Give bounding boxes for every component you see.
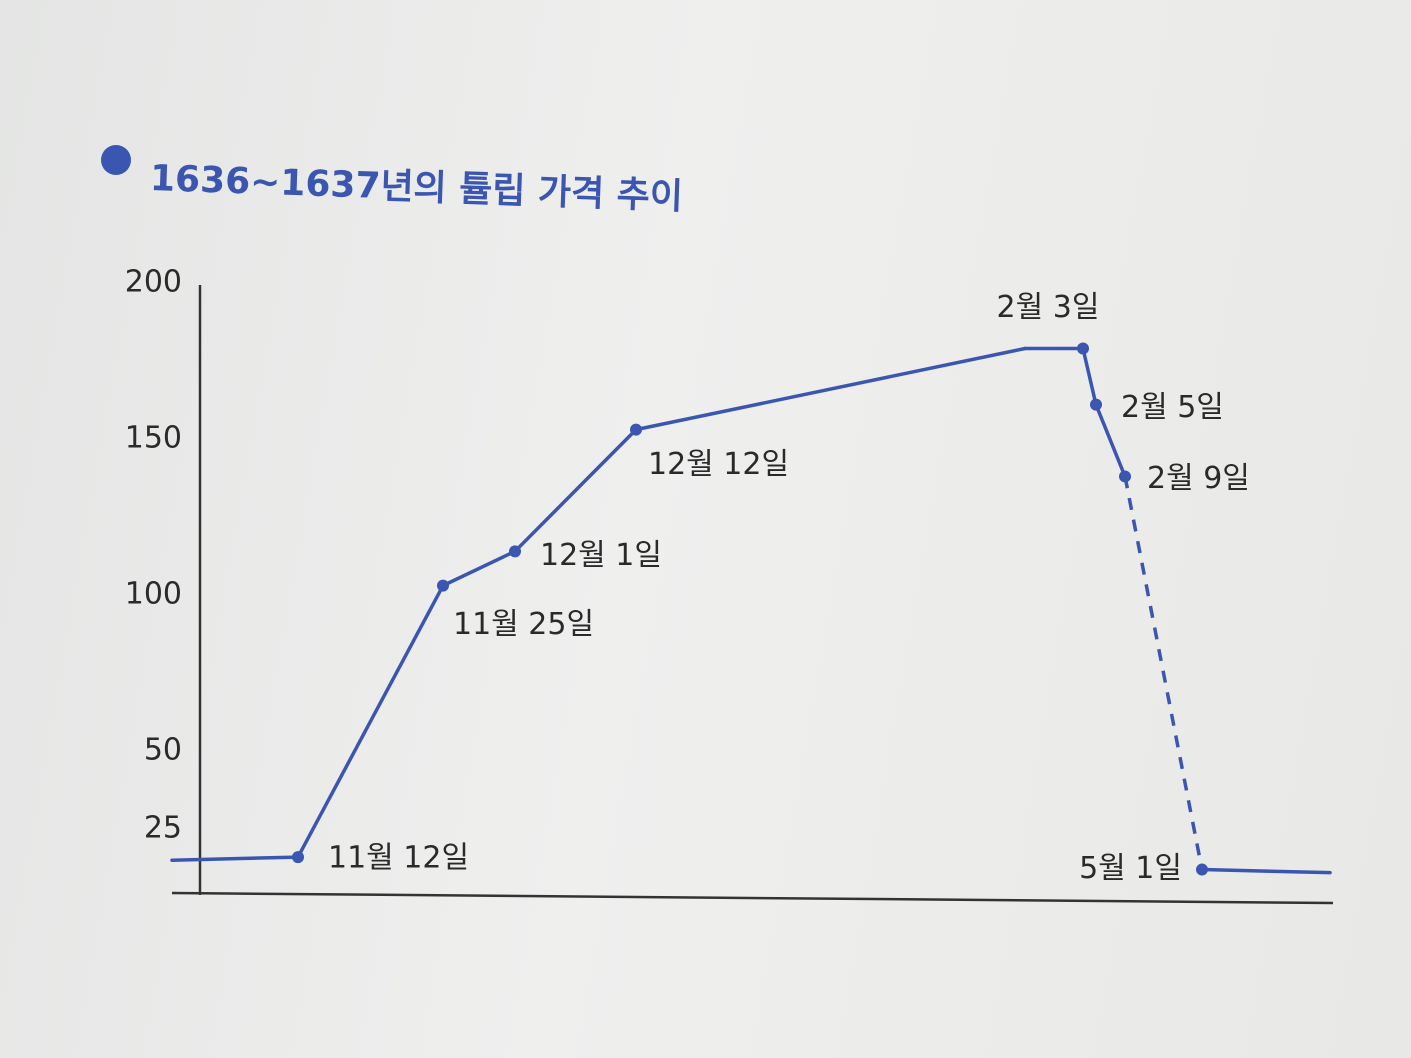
title-bullet: [101, 145, 131, 175]
point: [1196, 863, 1208, 876]
point-label: 2월 5일: [1121, 390, 1224, 425]
line-segment: [441, 549, 517, 588]
line-segment: [1081, 346, 1098, 407]
line-segment: [170, 855, 300, 862]
line-segment: [296, 583, 445, 859]
point: [1090, 398, 1102, 411]
y-tick-label: 50: [144, 733, 182, 768]
y-tick-label: 150: [125, 421, 182, 456]
point: [437, 579, 449, 592]
x-axis: [171, 891, 1334, 905]
line-segment: [1123, 476, 1204, 870]
point-label: 12월 12일: [648, 447, 789, 482]
line-segment: [634, 346, 1027, 432]
point-label: 2월 9일: [1147, 461, 1250, 496]
y-tick-label: 25: [144, 811, 182, 846]
point: [630, 423, 642, 436]
point: [509, 545, 521, 558]
chart-title: 1636~1637년의 튤립 가격 추이: [149, 158, 683, 218]
point-label: 11월 25일: [453, 607, 594, 642]
point-label: 2월 3일: [997, 290, 1100, 325]
point: [292, 851, 304, 864]
line-segment: [1200, 867, 1332, 875]
point-label: 11월 12일: [328, 841, 469, 876]
y-tick-label: 100: [125, 577, 182, 612]
line-segment: [513, 427, 638, 554]
point-label: 12월 1일: [540, 538, 662, 573]
y-tick-label: 200: [125, 265, 182, 300]
point-label: 5월 1일: [1079, 851, 1182, 886]
point: [1077, 342, 1089, 355]
line-segment: [1094, 402, 1127, 479]
point: [1119, 470, 1131, 483]
